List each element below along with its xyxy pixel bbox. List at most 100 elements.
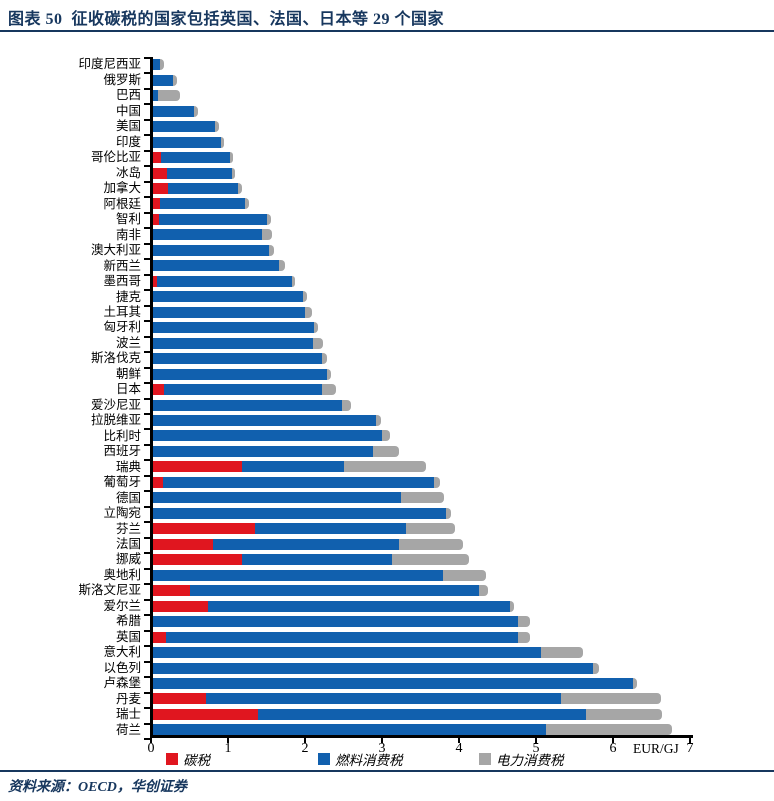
- bar-segment-fuel-tax: [167, 182, 239, 194]
- bar-row: 土耳其: [0, 305, 774, 320]
- country-label: 荷兰: [115, 722, 141, 737]
- bar-row: 瑞典: [0, 459, 774, 474]
- bar-row: 朝鲜: [0, 366, 774, 381]
- country-label: 挪威: [115, 552, 141, 567]
- bar-row: 智利: [0, 212, 774, 227]
- country-label: 德国: [115, 490, 141, 505]
- bar-segment-electricity-tax: [561, 693, 662, 705]
- country-label: 意大利: [103, 645, 141, 660]
- y-tick-mark: [144, 692, 150, 694]
- y-tick-mark: [144, 413, 150, 415]
- country-label: 朝鲜: [115, 366, 141, 381]
- bar-segment-carbon-tax: [153, 476, 163, 488]
- country-label: 美国: [115, 119, 141, 134]
- stacked-bar: [153, 415, 381, 427]
- country-label: 瑞士: [115, 707, 141, 722]
- y-tick-mark: [144, 227, 150, 229]
- stacked-bar: [153, 182, 243, 194]
- x-tick-label: 4: [455, 741, 463, 756]
- bar-segment-fuel-tax: [153, 105, 194, 117]
- country-label: 中国: [115, 103, 141, 118]
- bar-row: 加拿大: [0, 181, 774, 196]
- bar-segment-fuel-tax: [153, 399, 342, 411]
- country-label: 土耳其: [103, 304, 141, 319]
- bar-row: 奥地利: [0, 567, 774, 582]
- y-tick-mark: [144, 196, 150, 198]
- country-label: 法国: [115, 537, 141, 552]
- y-tick-mark: [144, 305, 150, 307]
- stacked-bar: [153, 74, 177, 86]
- bar-segment-electricity-tax: [229, 152, 234, 164]
- bar-segment-carbon-tax: [153, 600, 209, 612]
- country-label: 加拿大: [103, 181, 141, 196]
- y-tick-mark: [144, 459, 150, 461]
- bar-row: 爱沙尼亚: [0, 397, 774, 412]
- bar-segment-fuel-tax: [153, 244, 270, 256]
- bar-segment-fuel-tax: [242, 554, 392, 566]
- bar-segment-electricity-tax: [546, 724, 672, 736]
- bar-segment-fuel-tax: [254, 523, 407, 535]
- country-label: 南非: [115, 227, 141, 242]
- bar-segment-fuel-tax: [208, 600, 511, 612]
- y-tick-mark: [144, 444, 150, 446]
- x-tick-label: 2: [301, 741, 309, 756]
- fuel-tax-swatch-icon: [318, 753, 330, 765]
- bar-segment-carbon-tax: [153, 213, 160, 225]
- bar-segment-carbon-tax: [153, 708, 258, 720]
- bar-segment-fuel-tax: [153, 569, 444, 581]
- bar-segment-fuel-tax: [153, 74, 174, 86]
- y-tick-mark: [144, 676, 150, 678]
- bar-segment-carbon-tax: [153, 523, 255, 535]
- bar-row: 以色列: [0, 660, 774, 675]
- stacked-bar: [153, 384, 337, 396]
- bar-segment-electricity-tax: [434, 476, 441, 488]
- x-tick-mark: [150, 738, 152, 743]
- bar-segment-electricity-tax: [517, 631, 531, 643]
- country-label: 澳大利亚: [90, 243, 141, 258]
- y-tick-mark: [144, 738, 150, 740]
- stacked-bar: [153, 461, 427, 473]
- stacked-bar: [153, 152, 234, 164]
- x-tick-label: 0: [147, 741, 155, 756]
- bar-segment-fuel-tax: [166, 167, 232, 179]
- country-label: 印度尼西亚: [78, 57, 141, 72]
- y-tick-mark: [144, 630, 150, 632]
- x-tick-mark: [381, 738, 383, 743]
- y-tick-mark: [144, 88, 150, 90]
- bar-segment-fuel-tax: [153, 647, 542, 659]
- footer-divider: [0, 770, 774, 772]
- stacked-bar: [153, 585, 488, 597]
- y-tick-mark: [144, 336, 150, 338]
- bar-row: 西班牙: [0, 444, 774, 459]
- bar-segment-fuel-tax: [163, 384, 323, 396]
- stacked-bar: [153, 647, 583, 659]
- y-tick-mark: [144, 475, 150, 477]
- x-tick-mark: [535, 738, 537, 743]
- stacked-bar: [153, 538, 464, 550]
- x-axis-line: [150, 735, 693, 738]
- bar-segment-carbon-tax: [153, 275, 157, 287]
- x-tick-mark: [304, 738, 306, 743]
- country-label: 捷克: [115, 289, 141, 304]
- y-tick-mark: [144, 320, 150, 322]
- bar-segment-electricity-tax: [157, 90, 180, 102]
- y-tick-mark: [144, 72, 150, 74]
- bar-row: 荷兰: [0, 722, 774, 737]
- bar-segment-fuel-tax: [166, 631, 518, 643]
- country-label: 西班牙: [103, 444, 141, 459]
- country-label: 英国: [115, 629, 141, 644]
- bar-row: 意大利: [0, 645, 774, 660]
- bar-row: 拉脱维亚: [0, 413, 774, 428]
- bar-segment-fuel-tax: [160, 152, 230, 164]
- bar-segment-electricity-tax: [193, 105, 198, 117]
- country-label: 巴西: [115, 88, 141, 103]
- country-label: 冰岛: [115, 165, 141, 180]
- bar-row: 巴西: [0, 88, 774, 103]
- stacked-bar: [153, 59, 164, 71]
- bar-segment-fuel-tax: [206, 693, 562, 705]
- bar-segment-fuel-tax: [153, 662, 594, 674]
- bar-segment-fuel-tax: [153, 415, 376, 427]
- country-label: 瑞典: [115, 459, 141, 474]
- bar-segment-fuel-tax: [159, 198, 246, 210]
